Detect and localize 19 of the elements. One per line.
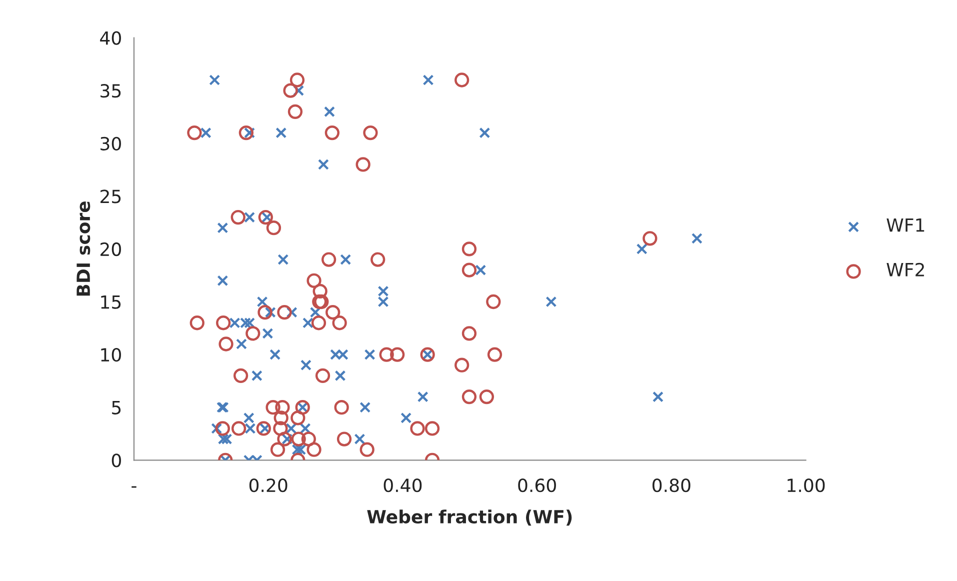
- y-tick-label: 30: [100, 136, 121, 150]
- y-tick-label: 40: [100, 31, 121, 45]
- x-tick-label: -: [132, 486, 136, 488]
- y-axis-title: BDI score: [76, 201, 90, 296]
- x-tick-label: 0.80: [652, 478, 690, 492]
- x-tick-label: 0.60: [518, 478, 556, 492]
- x-tick-label: 0.20: [249, 478, 288, 492]
- y-tick-label: 15: [101, 295, 121, 309]
- x-axis-title: Weber fraction (WF): [367, 510, 572, 526]
- y-tick-label: 35: [100, 84, 121, 98]
- legend-label: WF2: [886, 262, 924, 276]
- y-tick-label: 25: [100, 190, 121, 204]
- y-tick-label: 10: [101, 348, 121, 362]
- x-tick-label: 1.00: [788, 478, 825, 492]
- legend-label: WF1: [886, 218, 924, 232]
- y-tick-label: 0: [112, 454, 121, 468]
- y-tick-label: 5: [112, 401, 121, 414]
- y-tick-label: 20: [100, 242, 121, 256]
- x-tick-label: 0.40: [384, 478, 422, 492]
